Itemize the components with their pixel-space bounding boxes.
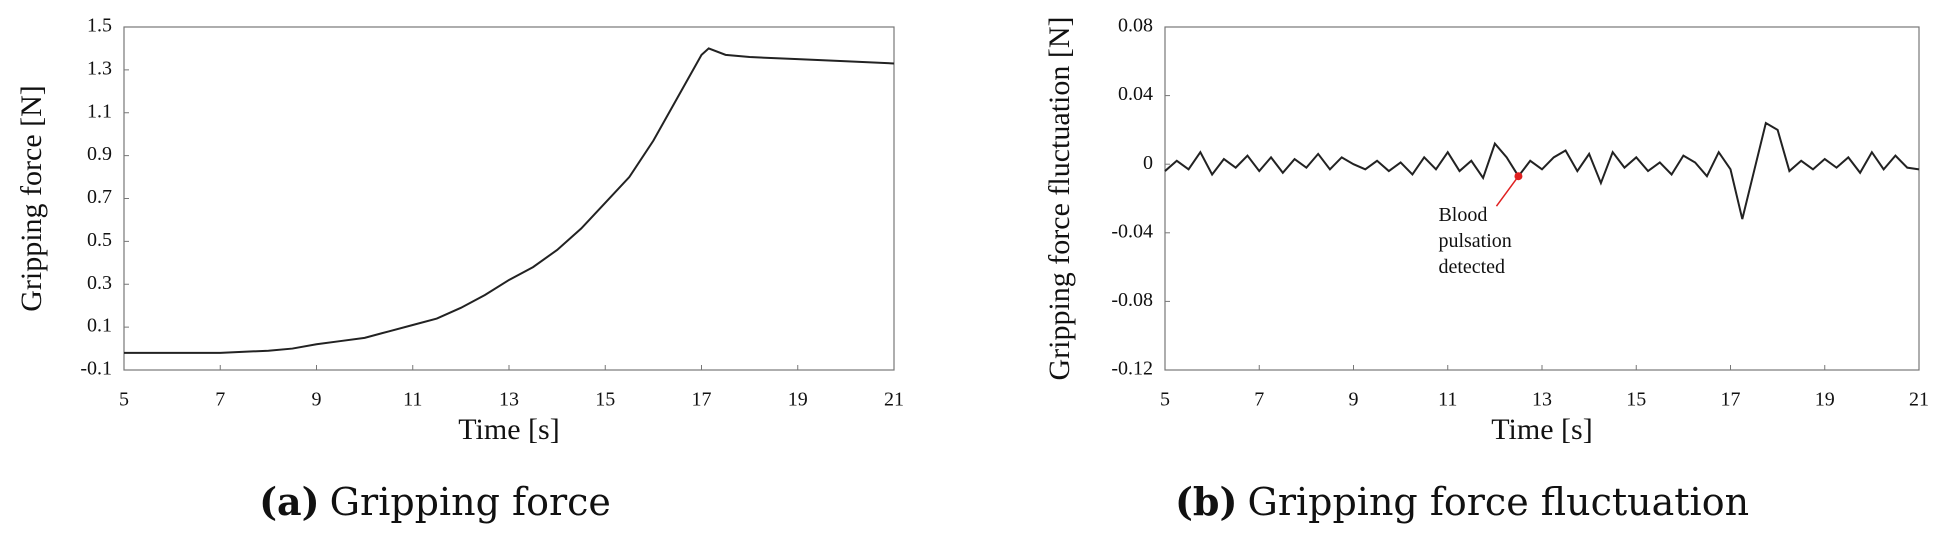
x-tick-label: 9 [312,389,322,411]
y-tick-label: 0.08 [1118,15,1153,37]
x-tick-label: 5 [1160,389,1170,411]
x-tick-label: 11 [1438,389,1457,411]
caption: (b) Gripping force fluctuation [1175,479,1749,524]
x-tick-label: 13 [499,389,519,411]
x-tick-label: 11 [403,389,422,411]
x-tick-label: 7 [215,389,225,411]
y-tick-label: -0.1 [80,358,112,380]
x-tick-label: 21 [1909,389,1929,411]
plot-frame [1164,26,1920,371]
caption-label: (a) [259,479,320,524]
data-line [1164,121,1920,220]
x-tick-label: 15 [595,389,615,411]
annotation-text: Blood [1438,204,1487,226]
x-tick-label: 7 [1254,389,1264,411]
x-axis-title: Time [s] [458,413,559,446]
y-tick-label: -0.08 [1111,289,1153,311]
caption-text: Gripping force fluctuation [1247,480,1749,524]
x-tick-label: 19 [788,389,808,411]
x-tick-label: 13 [1532,389,1552,411]
y-tick-label: 1.5 [87,15,112,37]
x-tick-label: 17 [692,389,712,411]
y-tick-label: 1.3 [87,57,112,79]
y-tick-label: 0.5 [87,229,112,251]
y-axis-title: Gripping force fluctuation [N] [1043,16,1076,380]
y-tick-label: -0.04 [1111,220,1153,242]
data-line [124,47,895,354]
x-tick-label: 5 [119,389,129,411]
x-tick-label: 19 [1815,389,1835,411]
caption-label: (b) [1175,479,1238,524]
annotation-arrow [1495,175,1520,207]
annotation-text: pulsation [1438,230,1511,252]
annotation-text: detected [1438,256,1505,278]
x-axis-title: Time [s] [1491,413,1592,446]
x-tick-label: 15 [1626,389,1646,411]
y-tick-label: 0.9 [87,143,112,165]
plot-frame [123,26,895,371]
y-tick-label: 0.3 [87,272,112,294]
caption: (a) Gripping force [259,479,611,524]
x-tick-label: 9 [1349,389,1359,411]
y-tick-label: 0.7 [87,186,112,208]
x-tick-label: 17 [1721,389,1741,411]
y-tick-label: 0 [1143,152,1153,174]
y-tick-label: 0.04 [1118,83,1153,105]
caption-text: Gripping force [330,480,611,524]
y-axis-title: Gripping force [N] [15,85,48,312]
x-tick-label: 21 [884,389,904,411]
annotation-point [1514,172,1523,181]
y-tick-label: 0.1 [87,315,112,337]
y-tick-label: -0.12 [1111,358,1153,380]
y-tick-label: 1.1 [87,100,112,122]
